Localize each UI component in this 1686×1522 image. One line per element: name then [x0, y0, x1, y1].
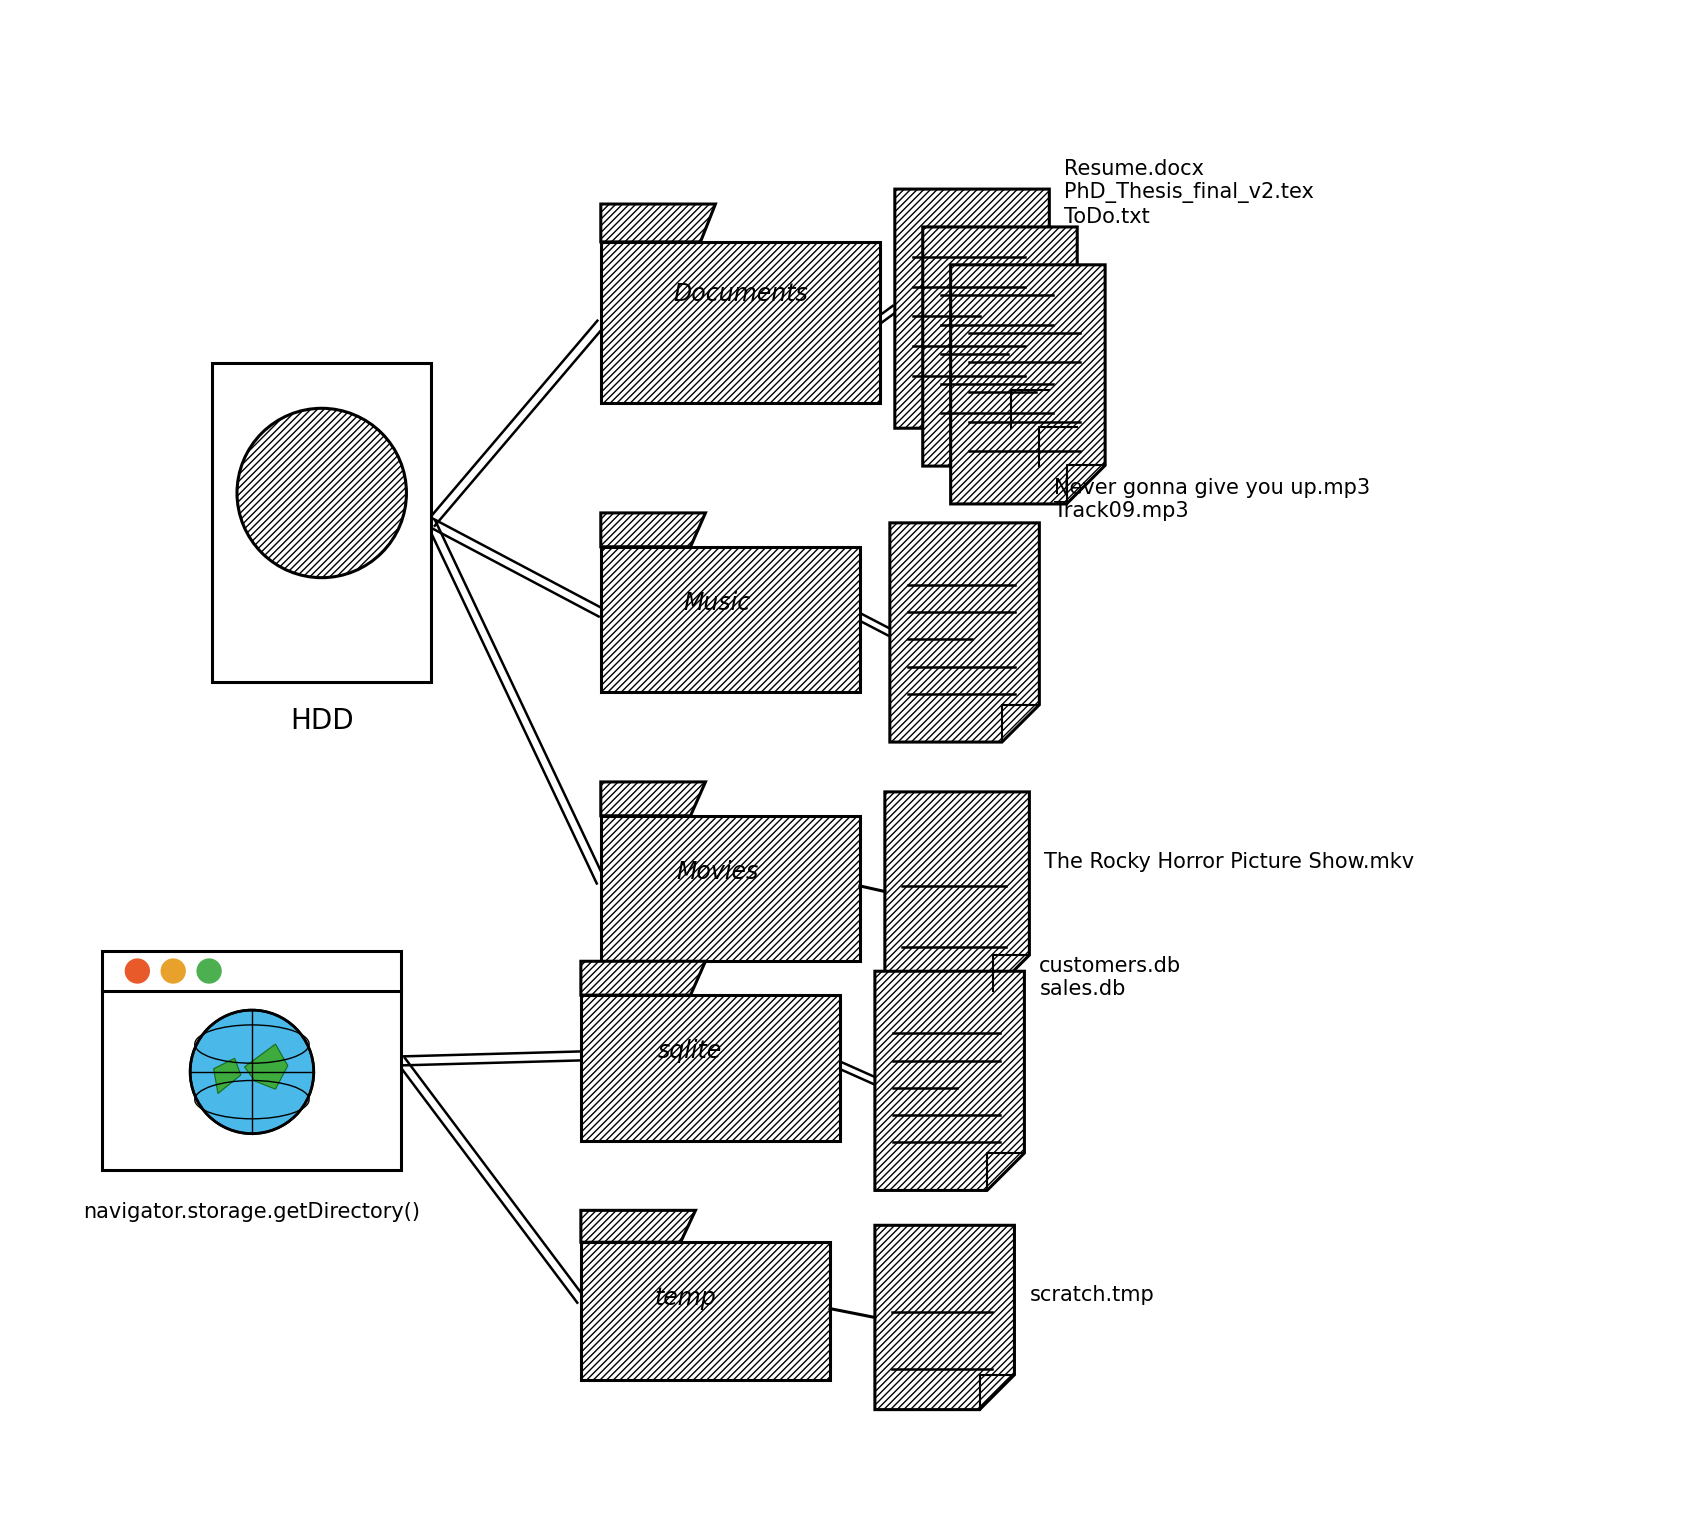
Text: customers.db
sales.db: customers.db sales.db	[1039, 956, 1182, 1000]
Text: Music: Music	[685, 591, 750, 615]
Polygon shape	[212, 364, 432, 682]
Polygon shape	[600, 204, 715, 242]
Circle shape	[125, 959, 150, 983]
Circle shape	[191, 1011, 314, 1134]
Polygon shape	[895, 189, 1049, 428]
Polygon shape	[885, 791, 1030, 991]
Polygon shape	[600, 513, 705, 546]
Polygon shape	[600, 782, 705, 816]
Polygon shape	[600, 816, 860, 962]
Circle shape	[197, 959, 221, 983]
Polygon shape	[600, 242, 880, 403]
Text: The Rocky Horror Picture Show.mkv: The Rocky Horror Picture Show.mkv	[1044, 852, 1415, 872]
Polygon shape	[582, 962, 705, 995]
Polygon shape	[244, 1044, 288, 1090]
Text: sqlite: sqlite	[658, 1040, 722, 1062]
Polygon shape	[875, 1225, 1015, 1409]
Polygon shape	[600, 546, 860, 693]
Polygon shape	[582, 1242, 830, 1380]
Text: HDD: HDD	[290, 708, 354, 735]
Text: Resume.docx
PhD_Thesis_final_v2.tex
ToDo.txt: Resume.docx PhD_Thesis_final_v2.tex ToDo…	[1064, 160, 1313, 227]
Text: scratch.tmp: scratch.tmp	[1030, 1285, 1155, 1304]
Polygon shape	[922, 227, 1077, 466]
Text: temp: temp	[654, 1286, 717, 1310]
Polygon shape	[582, 995, 840, 1140]
Text: navigator.storage.getDirectory(): navigator.storage.getDirectory()	[83, 1202, 420, 1222]
Polygon shape	[103, 951, 401, 1170]
Polygon shape	[951, 265, 1104, 504]
Polygon shape	[875, 971, 1025, 1190]
Circle shape	[162, 959, 185, 983]
Text: Movies: Movies	[676, 860, 759, 884]
Polygon shape	[582, 1210, 696, 1242]
Circle shape	[238, 408, 406, 578]
Text: Documents: Documents	[673, 282, 808, 306]
Text: Never gonna give you up.mp3
Track09.mp3: Never gonna give you up.mp3 Track09.mp3	[1054, 478, 1371, 521]
Polygon shape	[890, 524, 1039, 743]
Polygon shape	[214, 1058, 241, 1093]
